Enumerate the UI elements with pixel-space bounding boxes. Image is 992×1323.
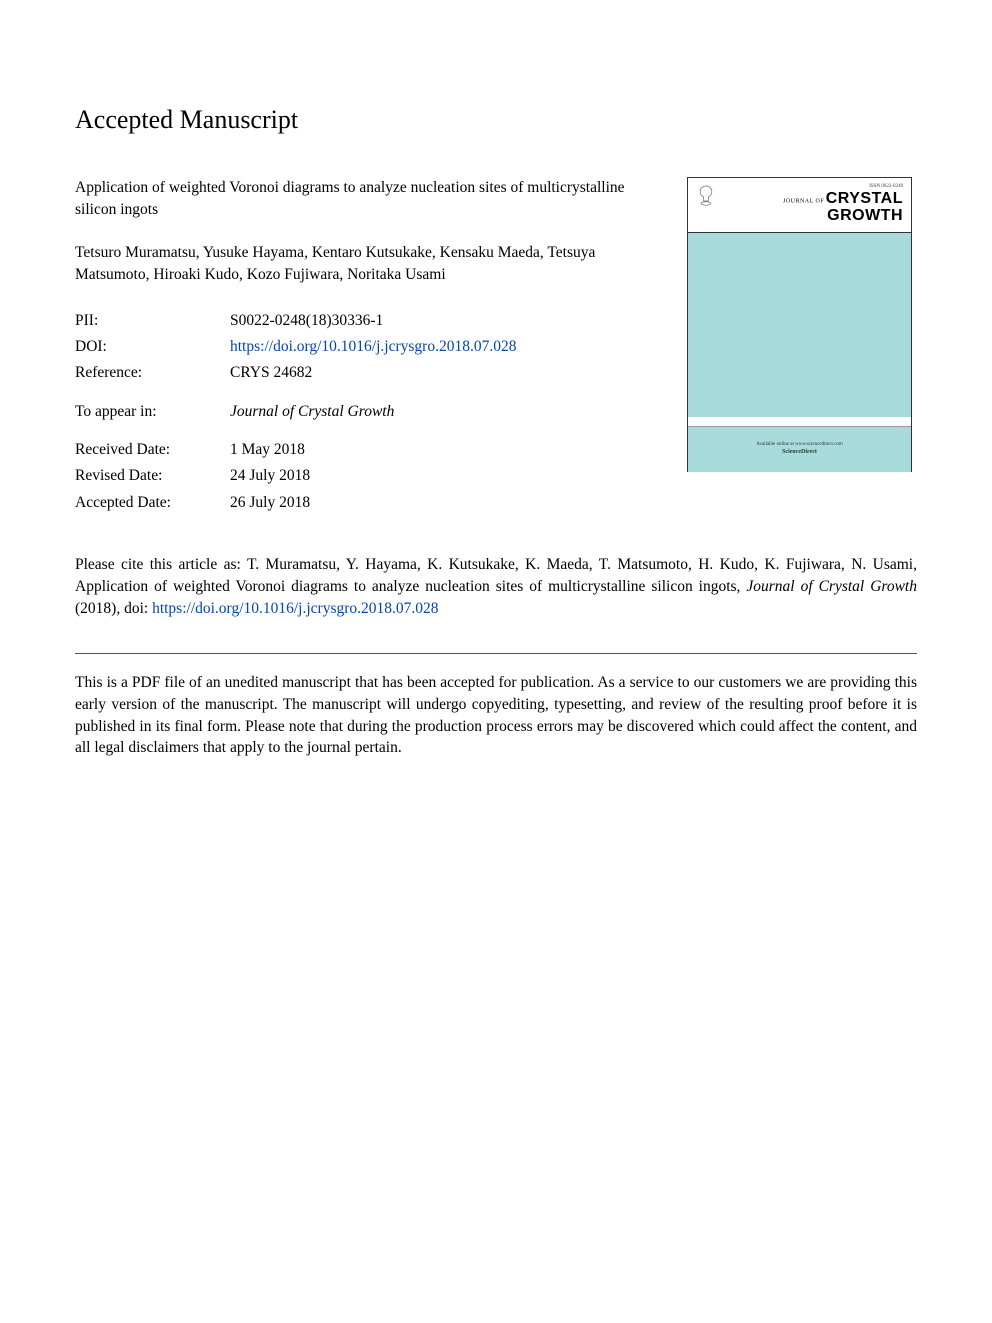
meta-value: 1 May 2018	[230, 437, 305, 463]
meta-value: 26 July 2018	[230, 490, 310, 516]
meta-row-received: Received Date: 1 May 2018	[75, 437, 667, 463]
meta-label: Revised Date:	[75, 463, 230, 489]
disclaimer: This is a PDF file of an unedited manusc…	[75, 672, 917, 759]
cover-header: ISSN 0022-0248 JOURNAL OF CRYSTAL GROWTH	[688, 178, 911, 232]
elsevier-logo-icon	[696, 184, 716, 208]
citation: Please cite this article as: T. Muramats…	[75, 554, 917, 619]
content-columns: Application of weighted Voronoi diagrams…	[75, 177, 917, 516]
cover-issn: ISSN 0022-0248	[783, 184, 903, 189]
meta-value: S0022-0248(18)30336-1	[230, 308, 383, 334]
meta-label: Accepted Date:	[75, 490, 230, 516]
cover-title-block: ISSN 0022-0248 JOURNAL OF CRYSTAL GROWTH	[783, 184, 903, 225]
cover-body	[688, 232, 911, 417]
cover-footer-line2: ScienceDirect	[782, 449, 817, 457]
meta-value: 24 July 2018	[230, 463, 310, 489]
cover-band	[688, 417, 911, 427]
journal-cover: ISSN 0022-0248 JOURNAL OF CRYSTAL GROWTH…	[687, 177, 912, 472]
meta-label: Received Date:	[75, 437, 230, 463]
meta-label: To appear in:	[75, 399, 230, 425]
right-column: ISSN 0022-0248 JOURNAL OF CRYSTAL GROWTH…	[687, 177, 917, 516]
citation-doi-link[interactable]: https://doi.org/10.1016/j.jcrysgro.2018.…	[152, 600, 438, 617]
meta-value: Journal of Crystal Growth	[230, 399, 394, 425]
cover-journal-name-2: GROWTH	[783, 208, 903, 225]
cover-journal-name-1: CRYSTAL	[826, 190, 903, 207]
meta-row-accepted: Accepted Date: 26 July 2018	[75, 490, 667, 516]
article-title: Application of weighted Voronoi diagrams…	[75, 177, 667, 220]
meta-row-revised: Revised Date: 24 July 2018	[75, 463, 667, 489]
doi-link[interactable]: https://doi.org/10.1016/j.jcrysgro.2018.…	[230, 338, 516, 355]
cover-journal-of: JOURNAL OF	[783, 199, 824, 205]
left-column: Application of weighted Voronoi diagrams…	[75, 177, 667, 516]
meta-value: CRYS 24682	[230, 360, 312, 386]
meta-value: https://doi.org/10.1016/j.jcrysgro.2018.…	[230, 334, 516, 360]
meta-label: PII:	[75, 308, 230, 334]
meta-label: Reference:	[75, 360, 230, 386]
citation-journal: Journal of Crystal Growth	[746, 578, 917, 595]
meta-row-pii: PII: S0022-0248(18)30336-1	[75, 308, 667, 334]
citation-year: (2018), doi:	[75, 600, 152, 617]
meta-row-doi: DOI: https://doi.org/10.1016/j.jcrysgro.…	[75, 334, 667, 360]
separator-rule	[75, 653, 917, 654]
authors: Tetsuro Muramatsu, Yusuke Hayama, Kentar…	[75, 242, 667, 285]
meta-row-appear: To appear in: Journal of Crystal Growth	[75, 399, 667, 425]
cover-footer: Available online at www.sciencedirect.co…	[688, 427, 911, 472]
metadata-table: PII: S0022-0248(18)30336-1 DOI: https://…	[75, 308, 667, 516]
meta-label: DOI:	[75, 334, 230, 360]
page-title: Accepted Manuscript	[75, 105, 917, 135]
meta-row-reference: Reference: CRYS 24682	[75, 360, 667, 386]
